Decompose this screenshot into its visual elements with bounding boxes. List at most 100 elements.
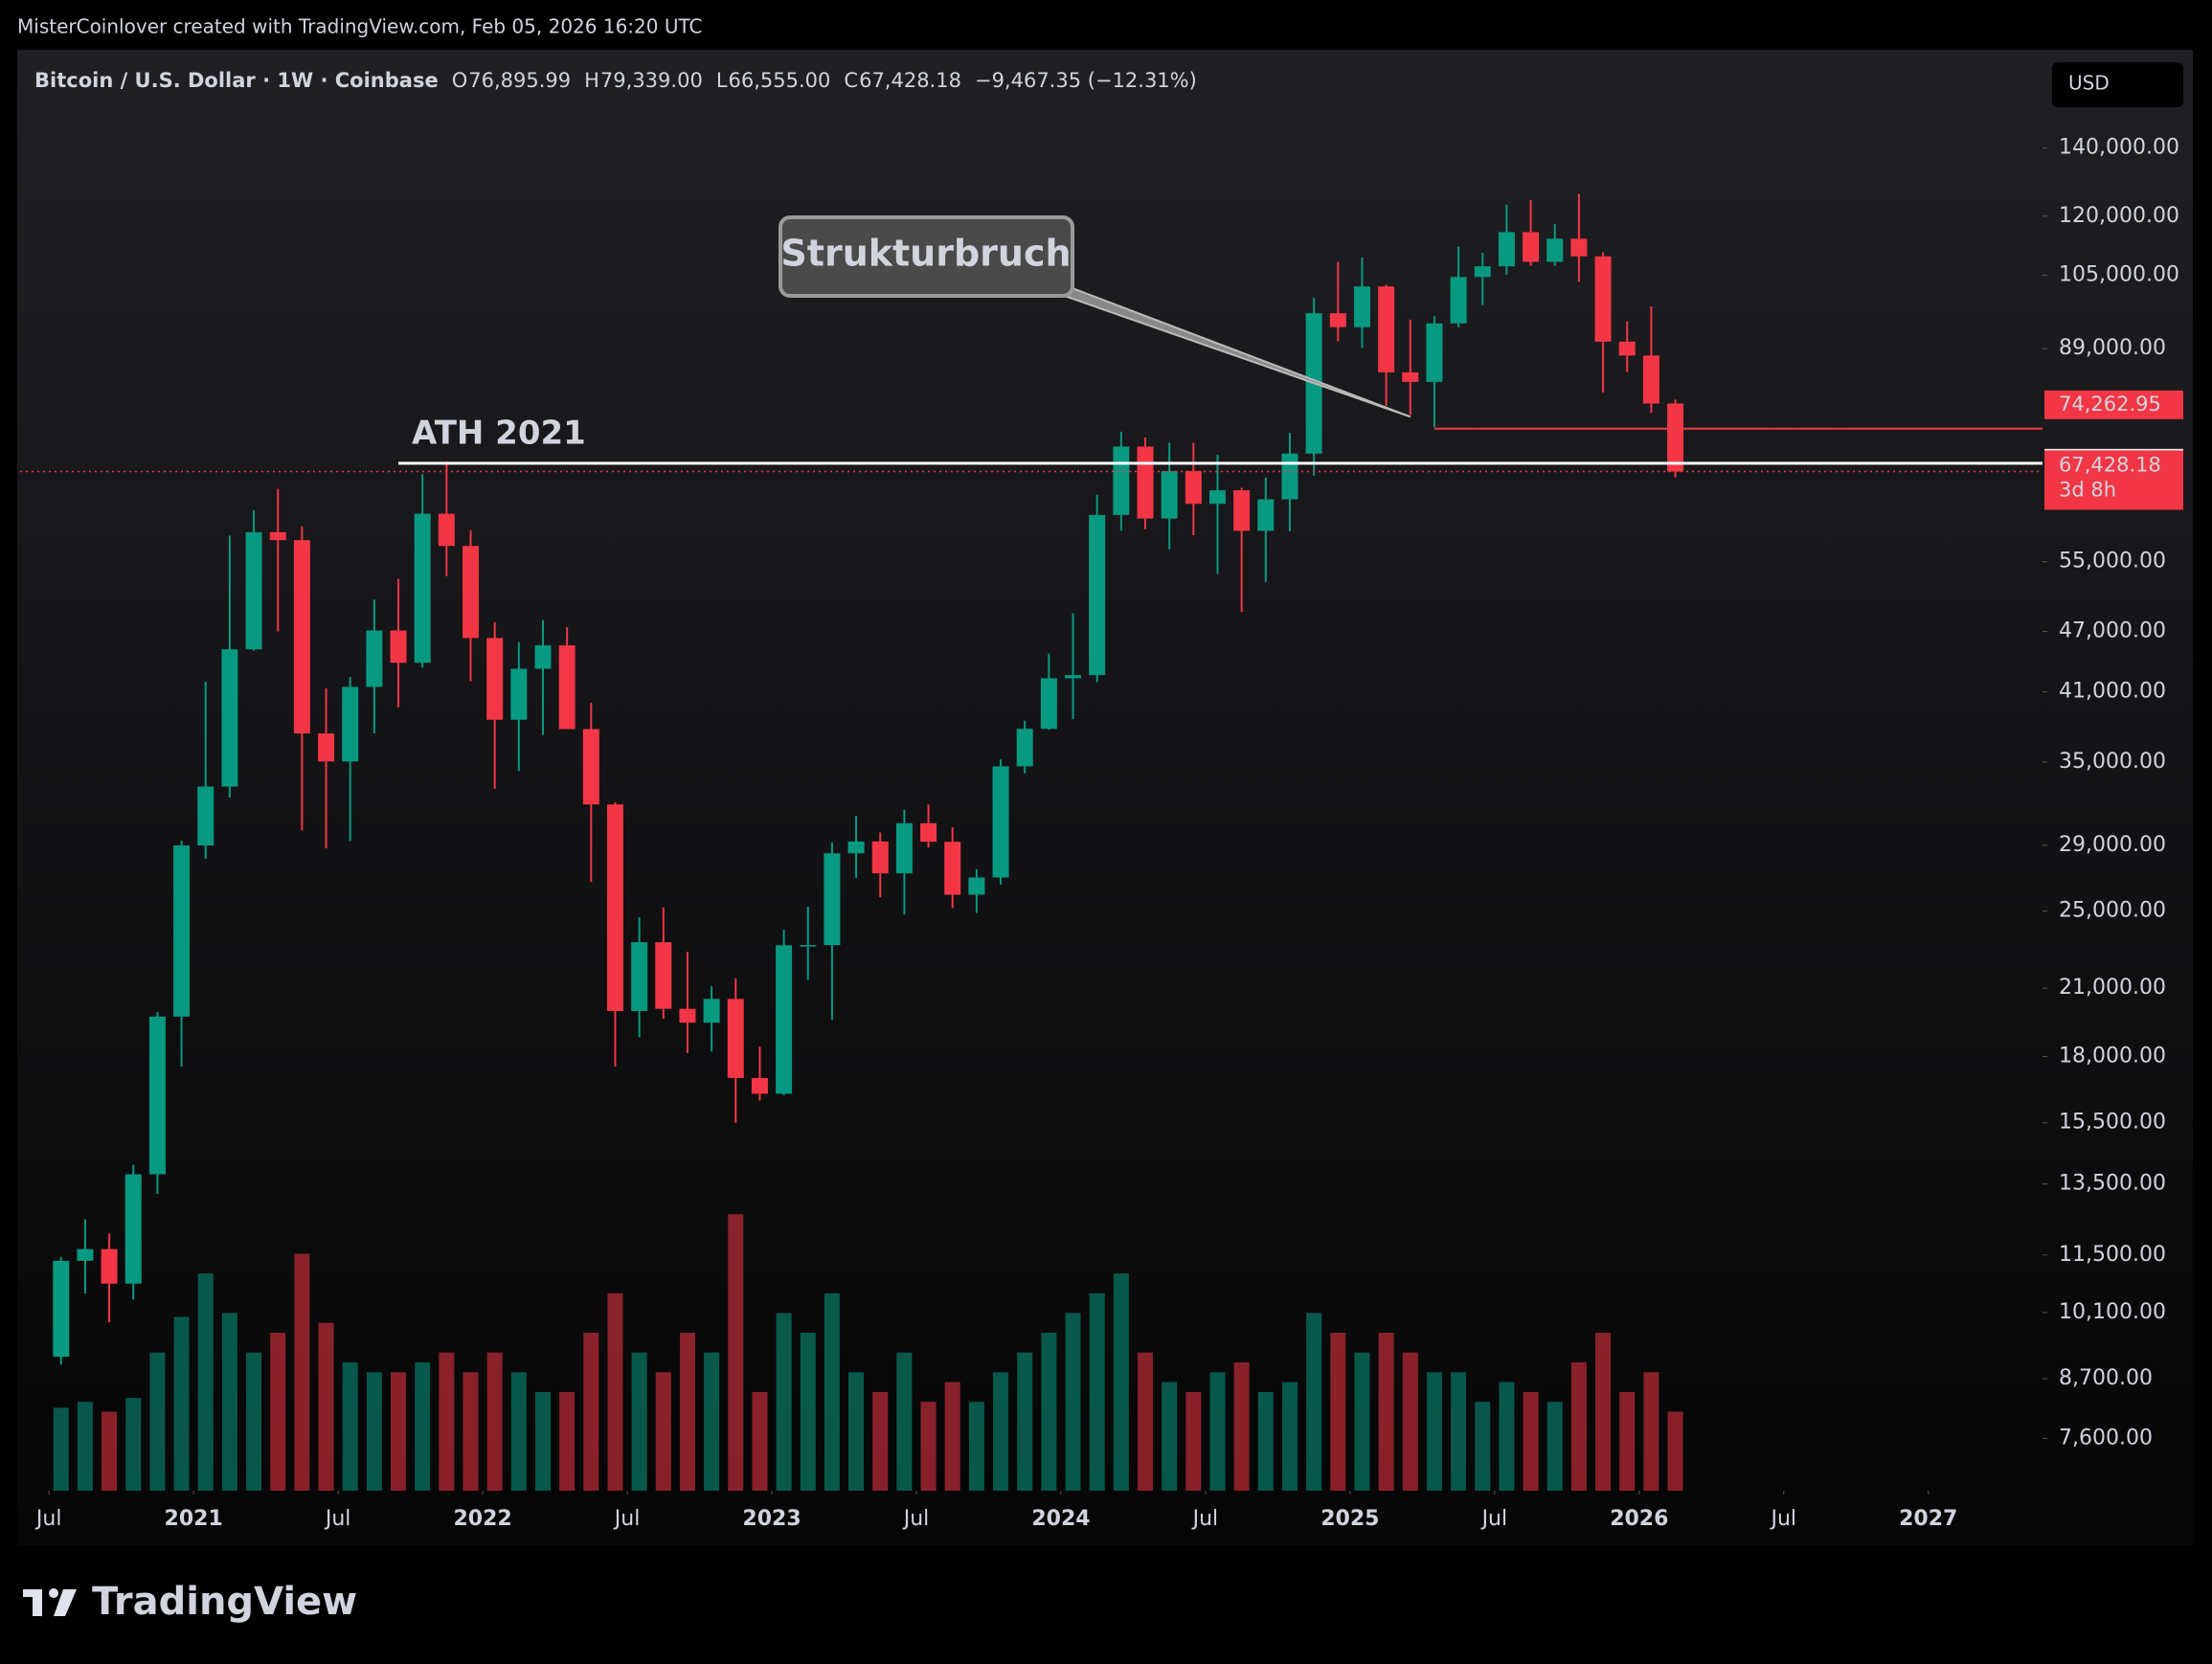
- candle-body: [510, 668, 528, 720]
- volume-bar: [1475, 1402, 1491, 1491]
- volume-bar: [318, 1322, 334, 1491]
- ohlc-key: O: [452, 69, 468, 92]
- volume-bar: [920, 1402, 937, 1491]
- volume-bar: [704, 1352, 720, 1491]
- volume-bar: [944, 1382, 960, 1491]
- candle-body: [1426, 323, 1443, 382]
- candle-body: [558, 645, 576, 730]
- volume-bar: [800, 1333, 816, 1491]
- y-tick-label: 13,500.00: [2059, 1172, 2166, 1196]
- y-tick-label: 35,000.00: [2059, 750, 2166, 774]
- credit: MisterCoinlover created with TradingView…: [17, 15, 703, 38]
- candle-body: [486, 638, 504, 720]
- candle-body: [631, 942, 648, 1011]
- candle-body: [245, 531, 262, 650]
- volume-bar: [1667, 1411, 1683, 1491]
- y-tick-label: 21,000.00: [2059, 976, 2166, 1000]
- volume-bar: [1185, 1391, 1202, 1491]
- countdown: 3d 8h: [2059, 478, 2116, 501]
- candle-body: [800, 945, 817, 947]
- candle-body: [679, 1008, 696, 1023]
- volume-bar: [583, 1333, 599, 1491]
- chart-panel: [17, 50, 2193, 1545]
- candle-body: [1618, 341, 1636, 356]
- volume-bar: [896, 1352, 913, 1491]
- volume-bar: [1354, 1352, 1370, 1491]
- y-tick-label: 41,000.00: [2059, 680, 2166, 704]
- level-price-box: [2044, 390, 2183, 419]
- volume-bar: [1162, 1382, 1178, 1491]
- ohlc-value: 79,339.00: [600, 69, 703, 92]
- volume-bar: [872, 1391, 889, 1491]
- last-price-label: 67,428.18: [2059, 453, 2161, 476]
- candle-body: [221, 649, 238, 787]
- x-tick-label: 2023: [742, 1507, 801, 1531]
- volume-bar: [824, 1293, 840, 1491]
- volume-bar: [246, 1352, 262, 1491]
- volume-bar: [1089, 1293, 1105, 1491]
- volume-bar: [993, 1372, 1009, 1491]
- candle-body: [101, 1248, 118, 1284]
- x-tick-label: 2024: [1031, 1507, 1090, 1531]
- x-tick-label: Jul: [1191, 1507, 1219, 1531]
- change: −9,467.35 (−12.31%): [975, 69, 1197, 92]
- volume-bar: [1523, 1391, 1539, 1491]
- volume-bar: [848, 1372, 865, 1491]
- volume-bar: [439, 1352, 455, 1491]
- candle-body: [390, 630, 407, 663]
- y-tick-label: 120,000.00: [2059, 204, 2179, 228]
- candle-body: [1329, 313, 1346, 327]
- ohlc-value: 66,555.00: [729, 69, 831, 92]
- currency-button[interactable]: [2052, 62, 2183, 107]
- candle-body: [655, 942, 672, 1009]
- volume-bar: [752, 1391, 768, 1491]
- candle-body: [124, 1174, 142, 1284]
- volume-bar: [776, 1313, 792, 1491]
- volume-bar: [1643, 1372, 1659, 1491]
- x-tick-label: 2026: [1610, 1507, 1668, 1531]
- candle-body: [269, 531, 286, 541]
- candle-body: [1546, 238, 1564, 262]
- volume-bar: [1330, 1333, 1346, 1491]
- candle-body: [992, 766, 1009, 878]
- candle-body: [1137, 446, 1154, 519]
- candle-body: [727, 999, 744, 1078]
- x-tick-label: Jul: [1480, 1507, 1508, 1531]
- candle-body: [173, 845, 191, 1017]
- volume-bar: [463, 1372, 479, 1491]
- volume-bar: [173, 1316, 190, 1491]
- ohlc-key: L: [716, 69, 728, 92]
- volume-bar: [149, 1352, 166, 1491]
- logo-icon: [54, 1589, 77, 1616]
- candle-body: [606, 804, 623, 1011]
- currency[interactable]: USD: [2068, 72, 2110, 95]
- candle-body: [1208, 490, 1226, 505]
- volume-bar: [1546, 1402, 1563, 1491]
- x-tick-label: 2021: [165, 1507, 223, 1531]
- volume-bar: [607, 1293, 623, 1491]
- logo: [23, 1588, 77, 1616]
- candle-body: [1642, 355, 1659, 404]
- volume-bar: [534, 1391, 551, 1491]
- volume-bar: [294, 1253, 310, 1491]
- volume-bar: [1378, 1333, 1394, 1491]
- y-tick-label: 47,000.00: [2059, 618, 2166, 642]
- y-tick-label: 105,000.00: [2059, 263, 2179, 287]
- y-tick-label: 29,000.00: [2059, 833, 2166, 857]
- candle-body: [438, 513, 455, 547]
- candle-body: [1185, 471, 1202, 505]
- y-tick-label: 11,500.00: [2059, 1243, 2166, 1267]
- y-tick-label: 18,000.00: [2059, 1045, 2166, 1068]
- volume-bar: [342, 1361, 358, 1491]
- candle-body: [1065, 675, 1082, 679]
- candle-body: [148, 1016, 166, 1175]
- x-tick-label: 2025: [1320, 1507, 1379, 1531]
- candle-body: [968, 877, 985, 895]
- volume-bar: [968, 1402, 984, 1491]
- candle-body: [1378, 286, 1395, 372]
- x-tick-label: Jul: [34, 1507, 62, 1531]
- volume-bar: [1209, 1372, 1226, 1491]
- x-tick-label: 2022: [453, 1507, 511, 1531]
- volume-bar: [197, 1273, 214, 1491]
